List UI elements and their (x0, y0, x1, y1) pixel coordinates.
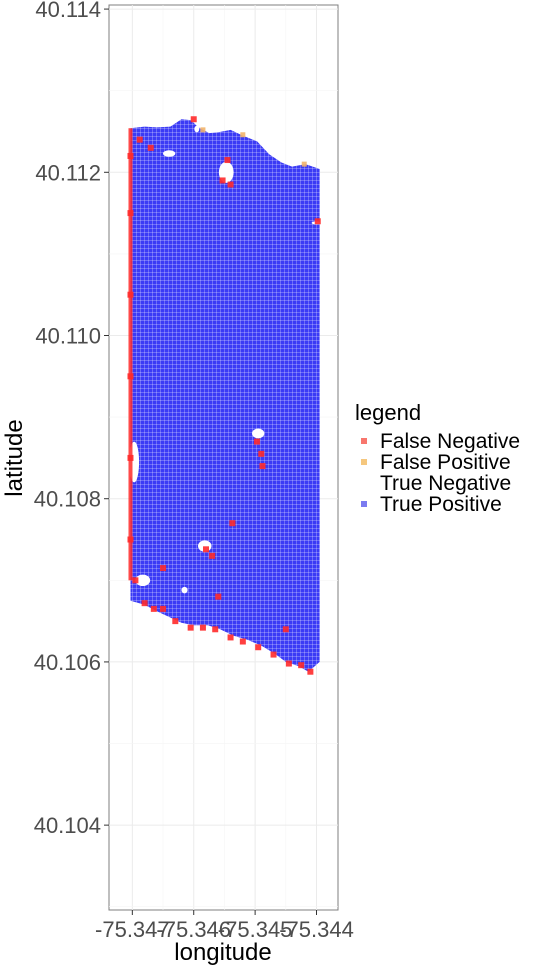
false-positive-point (200, 127, 206, 133)
false-negative-point (187, 624, 194, 631)
false-negative-point (141, 600, 148, 607)
false-negative-point (203, 546, 210, 553)
false-negative-point (209, 552, 216, 559)
false-negative-point (259, 463, 266, 470)
false-positive-point (240, 132, 246, 138)
false-negative-point (282, 626, 289, 633)
false-negative-points (127, 116, 321, 675)
false-negative-point (199, 624, 206, 631)
legend-key (361, 459, 367, 465)
false-negative-point (227, 181, 234, 188)
false-negative-point (229, 520, 236, 527)
x-tick-label: -75.345 (218, 917, 293, 942)
y-tick-label: 40.114 (35, 0, 101, 22)
false-negative-point (147, 144, 154, 151)
true-negative-gap (181, 586, 188, 594)
true-negative-gap (163, 150, 176, 157)
x-tick-label: -75.344 (279, 917, 354, 942)
false-negative-point (160, 565, 167, 572)
legend-label: True Positive (380, 493, 502, 516)
true-positive-region (129, 119, 322, 672)
false-negative-point (215, 593, 222, 600)
legend-key (361, 438, 367, 444)
false-negative-point (258, 450, 265, 457)
legend-key (361, 501, 367, 507)
true-negative-gap (252, 428, 265, 439)
y-tick-label: 40.106 (34, 650, 101, 675)
false-negative-point (212, 626, 219, 633)
false-negative-point (314, 218, 321, 225)
y-tick-label: 40.112 (35, 160, 101, 185)
false-negative-point (160, 605, 167, 612)
x-axis: -75.347-75.346-75.345-75.344 (95, 910, 354, 942)
false-negative-point (136, 136, 143, 143)
legend-label: False Negative (380, 430, 520, 453)
false-positive-point (301, 161, 307, 167)
false-negative-point (307, 668, 314, 675)
false-negative-point (255, 644, 262, 651)
y-tick-label: 40.104 (34, 813, 101, 838)
false-positive-points (200, 127, 307, 167)
x-tick-label: -75.346 (156, 917, 231, 942)
y-axis: 40.104 40.106 40.108 40.110 40.112 40.114 (34, 0, 109, 838)
false-negative-point (224, 157, 231, 164)
legend-label: False Positive (380, 451, 511, 474)
false-negative-point (270, 651, 277, 658)
true-positive-area (130, 119, 320, 672)
x-tick-label: -75.347 (95, 917, 170, 942)
false-negative-point (219, 177, 226, 184)
y-tick-label: 40.108 (34, 487, 101, 512)
false-negative-point (132, 577, 139, 584)
false-negative-point (285, 660, 292, 667)
y-tick-label: 40.110 (35, 324, 101, 349)
true-negative-gap (135, 574, 151, 587)
false-negative-point (190, 116, 197, 123)
false-negative-point (239, 638, 246, 645)
y-axis-title: latitude (1, 419, 28, 496)
legend-label: True Negative (380, 472, 511, 495)
false-negative-point (253, 438, 260, 445)
false-negative-point (227, 634, 234, 641)
false-negative-point (128, 128, 133, 581)
false-negative-point (298, 662, 305, 669)
true-negative-gap (194, 125, 200, 133)
legend-title: legend (355, 400, 421, 425)
false-negative-point (172, 618, 179, 625)
x-axis-title: longitude (174, 939, 271, 966)
false-negative-point (150, 605, 157, 612)
